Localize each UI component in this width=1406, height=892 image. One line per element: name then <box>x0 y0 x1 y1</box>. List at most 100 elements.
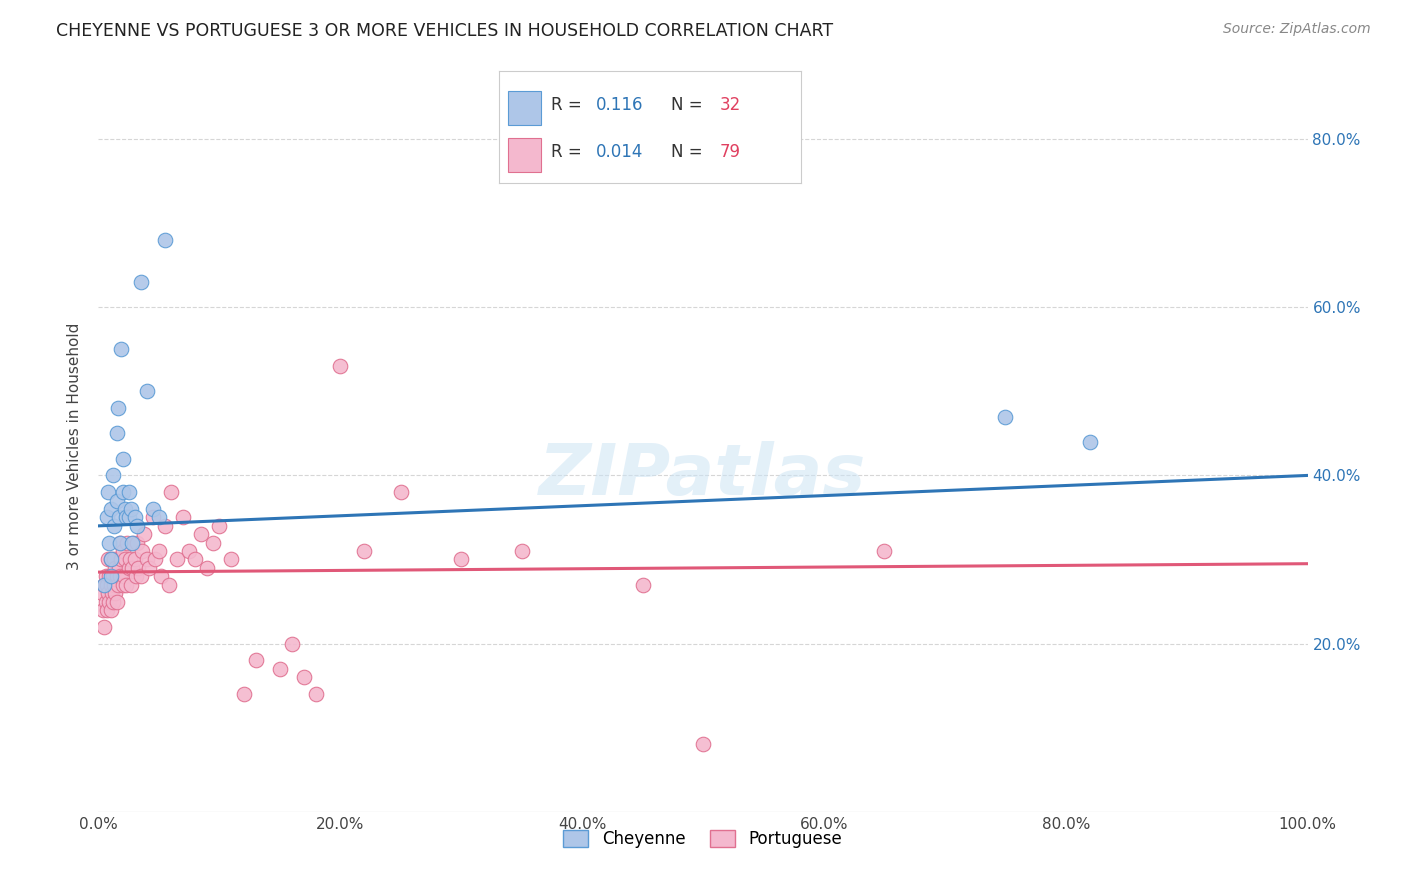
Point <box>108 535 131 549</box>
Point <box>100 603 122 617</box>
Point <box>1078 434 1101 449</box>
Point <box>292 670 315 684</box>
Point <box>114 502 136 516</box>
Point <box>353 544 375 558</box>
Point <box>108 535 131 549</box>
Point <box>135 384 157 399</box>
Point <box>202 535 225 549</box>
Point <box>111 451 134 466</box>
Point <box>108 510 131 524</box>
Point <box>104 586 127 600</box>
Point <box>305 687 328 701</box>
Point <box>134 527 156 541</box>
Point <box>100 502 122 516</box>
Point <box>166 552 188 566</box>
Point <box>100 578 122 592</box>
Point <box>172 510 194 524</box>
Point <box>110 343 132 357</box>
Point <box>148 544 170 558</box>
Text: 79: 79 <box>720 143 741 161</box>
Point <box>221 552 243 566</box>
Point <box>195 561 218 575</box>
Point <box>143 552 166 566</box>
Point <box>208 519 231 533</box>
Point <box>105 493 128 508</box>
Point <box>96 578 118 592</box>
Point <box>103 552 125 566</box>
Point <box>142 502 165 516</box>
Point <box>93 578 115 592</box>
Point <box>117 535 139 549</box>
Point <box>190 527 212 541</box>
Point <box>994 409 1017 424</box>
Point <box>118 561 141 575</box>
Point <box>91 603 114 617</box>
Point <box>100 552 122 566</box>
Legend: Cheyenne, Portuguese: Cheyenne, Portuguese <box>557 823 849 855</box>
Point <box>111 485 134 500</box>
Y-axis label: 3 or more Vehicles in Household: 3 or more Vehicles in Household <box>67 322 83 570</box>
Point <box>118 510 141 524</box>
Point <box>148 510 170 524</box>
Point <box>111 544 134 558</box>
Point <box>125 569 148 583</box>
Point <box>232 687 254 701</box>
Point <box>873 544 896 558</box>
Text: CHEYENNE VS PORTUGUESE 3 OR MORE VEHICLES IN HOUSEHOLD CORRELATION CHART: CHEYENNE VS PORTUGUESE 3 OR MORE VEHICLE… <box>56 22 834 40</box>
Point <box>93 620 115 634</box>
Text: R =: R = <box>551 95 586 114</box>
Point <box>631 578 654 592</box>
Point <box>115 510 138 524</box>
Point <box>122 535 145 549</box>
Text: ZIPatlas: ZIPatlas <box>540 441 866 509</box>
Text: 32: 32 <box>720 95 741 114</box>
Point <box>124 510 146 524</box>
Point <box>111 578 134 592</box>
Point <box>389 485 412 500</box>
Point <box>129 569 152 583</box>
Point <box>127 519 149 533</box>
Text: N =: N = <box>672 143 709 161</box>
Point <box>98 594 121 608</box>
Point <box>160 485 183 500</box>
Point <box>281 636 304 650</box>
Point <box>98 535 121 549</box>
Bar <box>508 91 541 125</box>
Bar <box>508 138 541 171</box>
Point <box>118 552 141 566</box>
Point <box>105 569 128 583</box>
Point <box>112 569 135 583</box>
Point <box>108 569 131 583</box>
Text: R =: R = <box>551 143 586 161</box>
Point <box>115 578 138 592</box>
Point <box>129 275 152 289</box>
Point <box>138 561 160 575</box>
Point <box>110 552 132 566</box>
Point <box>108 561 131 575</box>
Point <box>98 569 121 583</box>
Text: Source: ZipAtlas.com: Source: ZipAtlas.com <box>1223 22 1371 37</box>
Point <box>179 544 201 558</box>
Point <box>269 662 291 676</box>
Point <box>104 561 127 575</box>
Point <box>120 578 142 592</box>
Point <box>107 401 129 416</box>
Point <box>121 561 143 575</box>
Point <box>692 738 714 752</box>
Point <box>121 535 143 549</box>
Point <box>103 578 125 592</box>
Point <box>103 519 125 533</box>
Point <box>100 552 122 566</box>
Point <box>94 569 117 583</box>
Point <box>101 569 124 583</box>
Point <box>124 552 146 566</box>
Point <box>100 586 122 600</box>
Point <box>107 578 129 592</box>
Point <box>105 426 128 441</box>
Point <box>510 544 533 558</box>
Point <box>127 535 149 549</box>
Point <box>153 519 176 533</box>
Point <box>101 468 124 483</box>
Point <box>91 586 114 600</box>
Point <box>101 594 124 608</box>
